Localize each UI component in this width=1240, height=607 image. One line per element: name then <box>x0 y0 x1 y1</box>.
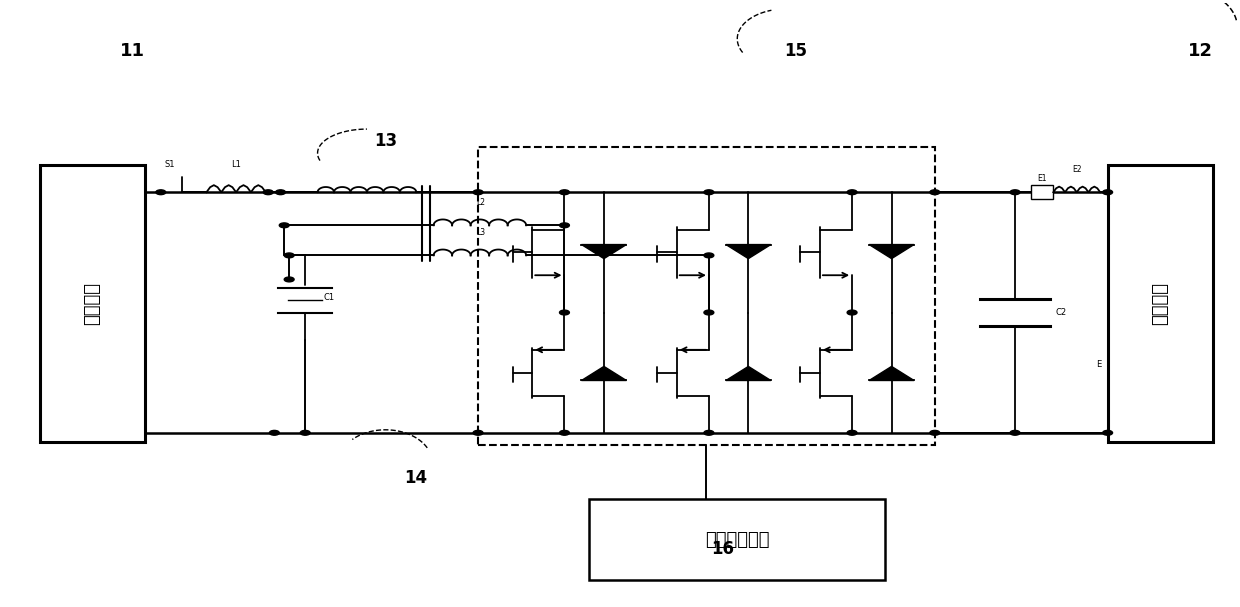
Text: C2: C2 <box>1055 308 1066 317</box>
Text: S1: S1 <box>164 160 175 169</box>
Text: 第一端口: 第一端口 <box>83 282 102 325</box>
Text: E2: E2 <box>1073 165 1081 174</box>
Circle shape <box>284 277 294 282</box>
Polygon shape <box>582 245 626 259</box>
Circle shape <box>474 430 482 435</box>
Circle shape <box>156 190 166 195</box>
Circle shape <box>275 190 285 195</box>
Text: E1: E1 <box>1038 174 1047 183</box>
Circle shape <box>704 190 714 195</box>
Text: 14: 14 <box>404 469 427 487</box>
Text: 12: 12 <box>1188 42 1213 60</box>
Polygon shape <box>869 245 914 259</box>
Text: E: E <box>1096 360 1101 369</box>
Circle shape <box>559 223 569 228</box>
Circle shape <box>279 223 289 228</box>
Circle shape <box>559 190 569 195</box>
Circle shape <box>263 190 273 195</box>
Text: 第二端口: 第二端口 <box>1151 282 1169 325</box>
Circle shape <box>284 253 294 258</box>
Bar <box>479 147 935 445</box>
Polygon shape <box>725 245 771 259</box>
Polygon shape <box>725 367 771 381</box>
Circle shape <box>1102 430 1112 435</box>
Polygon shape <box>869 367 914 381</box>
Circle shape <box>559 310 569 315</box>
Circle shape <box>847 310 857 315</box>
Circle shape <box>704 310 714 315</box>
Circle shape <box>847 430 857 435</box>
Circle shape <box>474 190 482 195</box>
Text: 11: 11 <box>120 42 145 60</box>
Circle shape <box>269 430 279 435</box>
Circle shape <box>559 430 569 435</box>
Text: 逻辑控制单元: 逻辑控制单元 <box>706 531 770 549</box>
Bar <box>1107 165 1213 442</box>
Bar <box>40 165 145 442</box>
Text: 16: 16 <box>712 540 734 558</box>
Circle shape <box>300 430 310 435</box>
Text: 15: 15 <box>784 42 807 60</box>
Circle shape <box>847 190 857 195</box>
Circle shape <box>1011 430 1021 435</box>
Text: 13: 13 <box>374 132 397 150</box>
Bar <box>589 499 885 580</box>
Circle shape <box>930 430 940 435</box>
Circle shape <box>930 190 940 195</box>
Bar <box>1032 185 1053 200</box>
Circle shape <box>704 253 714 258</box>
Circle shape <box>1011 190 1021 195</box>
Text: L3: L3 <box>476 228 485 237</box>
Text: C1: C1 <box>324 293 335 302</box>
Text: L2: L2 <box>476 198 485 207</box>
Circle shape <box>704 430 714 435</box>
Circle shape <box>1102 190 1112 195</box>
Text: L1: L1 <box>231 160 241 169</box>
Polygon shape <box>582 367 626 381</box>
